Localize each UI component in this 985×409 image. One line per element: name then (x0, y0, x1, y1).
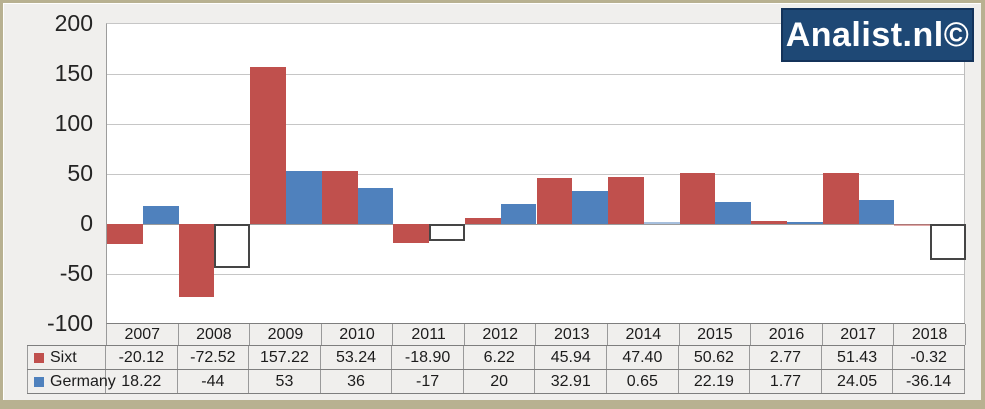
table-cell-germany-2017: 24.05 (822, 370, 894, 393)
year-header-cell-2015: 2015 (680, 324, 752, 345)
bar-germany-2012 (500, 204, 537, 224)
table-row-germany: Germany 18.22 -44 53 36 -17 20 32.91 0.65 22.19 1.… (27, 369, 965, 394)
year-header-cell-2009: 2009 (250, 324, 322, 345)
bar-sixt-2010 (321, 170, 358, 224)
y-axis-tick-label-0: 0 (80, 210, 93, 236)
gridline-50 (107, 174, 964, 175)
bar-germany-2015 (715, 201, 752, 224)
year-header-cell-2018: 2018 (894, 324, 966, 345)
table-row-sixt: Sixt -20.12 -72.52 157.22 53.24 -18.90 6.22 45.… (27, 345, 965, 369)
table-cell-germany-2008: -44 (178, 370, 250, 393)
bar-sixt-2008 (178, 224, 215, 297)
table-cell-sixt-2015: 50.62 (679, 346, 751, 369)
table-header-row: 2007 2008 2009 2010 2011 2012 2013 2014 2015 2016… (106, 323, 966, 345)
table-cell-germany-2007: 18.22 (106, 370, 178, 393)
bar-germany-2007 (142, 205, 179, 224)
legend-cell-germany: Germany (27, 370, 116, 393)
legend-label: Sixt (50, 348, 77, 366)
table-cell-sixt-2011: -18.90 (392, 346, 464, 369)
table-cell-germany-2010: 36 (321, 370, 393, 393)
bar-sixt-2017 (822, 172, 859, 224)
table-cell-germany-2015: 22.19 (679, 370, 751, 393)
analist-logo-text: Analist.nl© (785, 15, 970, 54)
table-cell-sixt-2018: -0.32 (893, 346, 965, 369)
y-axis-tick-label-50: 50 (67, 160, 93, 186)
y-axis-tick-label-200: 200 (54, 10, 93, 36)
table-cell-sixt-2012: 6.22 (464, 346, 536, 369)
bar-germany-2014 (643, 222, 680, 224)
analist-logo: Analist.nl© (781, 8, 974, 62)
data-table: 2007 2008 2009 2010 2011 2012 2013 2014 2015 2016… (27, 323, 966, 394)
bar-germany-2008 (214, 224, 251, 268)
gridline-150 (107, 74, 964, 75)
legend-label: Germany (50, 372, 116, 390)
x-axis-line (107, 224, 964, 225)
bar-sixt-2012 (464, 217, 501, 224)
bar-germany-2018 (930, 224, 966, 261)
year-header-cell-2011: 2011 (393, 324, 465, 345)
table-cell-germany-2012: 20 (464, 370, 536, 393)
bar-sixt-2015 (679, 173, 716, 224)
bar-germany-2010 (357, 188, 394, 224)
bar-sixt-2014 (608, 176, 644, 224)
table-cell-germany-2013: 32.91 (535, 370, 608, 393)
year-header-cell-2010: 2010 (322, 324, 394, 345)
table-cell-sixt-2008: -72.52 (178, 346, 250, 369)
legend-swatch-icon (34, 352, 44, 363)
year-header-cell-2007: 2007 (107, 324, 179, 345)
bar-germany-2013 (572, 191, 609, 224)
table-cell-sixt-2014: 47.40 (607, 346, 679, 369)
table-cell-sixt-2009: 157.22 (249, 346, 321, 369)
table-cell-sixt-2016: 2.77 (750, 346, 822, 369)
table-cell-sixt-2013: 45.94 (535, 346, 608, 369)
bar-germany-2011 (429, 224, 465, 241)
year-header-cell-2008: 2008 (179, 324, 251, 345)
table-cell-germany-2011: -17 (392, 370, 464, 393)
table-cell-germany-2009: 53 (249, 370, 321, 393)
table-cell-germany-2014: 0.65 (607, 370, 679, 393)
year-header-cell-2016: 2016 (751, 324, 823, 345)
y-axis-tick-label-150: 150 (54, 60, 93, 86)
bar-sixt-2007 (107, 224, 143, 245)
y-axis-tick-label--50: -50 (59, 260, 93, 286)
table-cell-sixt-2007: -20.12 (106, 346, 178, 369)
bar-sixt-2016 (751, 221, 788, 224)
table-cell-germany-2016: 1.77 (750, 370, 822, 393)
table-cell-germany-2018: -36.14 (893, 370, 965, 393)
year-header-cell-2012: 2012 (465, 324, 537, 345)
bar-sixt-2013 (536, 178, 573, 224)
year-header-cell-2013: 2013 (536, 324, 609, 345)
bar-sixt-2009 (250, 66, 286, 224)
plot-area (106, 23, 966, 323)
table-cell-sixt-2017: 51.43 (822, 346, 894, 369)
gridline-100 (107, 124, 964, 125)
y-axis-tick-label-100: 100 (54, 110, 93, 136)
legend-cell-sixt: Sixt (27, 346, 106, 369)
bar-germany-2017 (858, 199, 895, 224)
year-header-cell-2017: 2017 (823, 324, 895, 345)
bar-germany-2016 (787, 222, 823, 224)
bar-sixt-2011 (393, 224, 430, 243)
gridline--50 (107, 274, 964, 275)
y-axis-tick-label--100: -100 (46, 310, 93, 336)
bar-germany-2009 (285, 171, 322, 224)
bar-sixt-2018 (894, 224, 931, 226)
year-header-cell-2014: 2014 (608, 324, 680, 345)
table-cell-sixt-2010: 53.24 (321, 346, 393, 369)
legend-swatch-icon (34, 376, 44, 387)
